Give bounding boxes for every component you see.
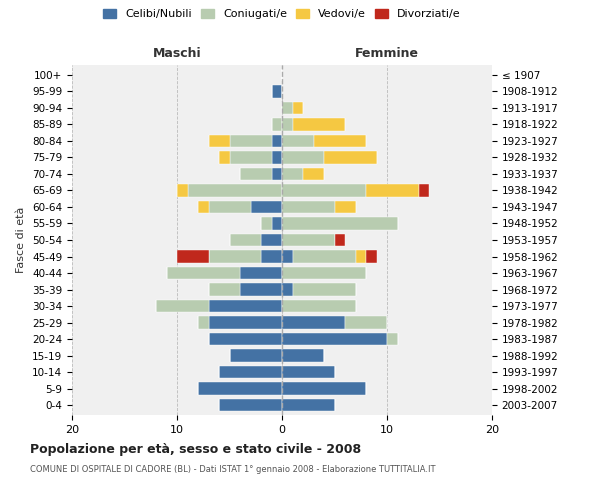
Bar xyxy=(229,152,271,164)
Bar xyxy=(366,184,419,196)
Bar xyxy=(282,267,366,279)
Bar xyxy=(251,201,282,213)
Bar xyxy=(209,333,282,345)
Bar xyxy=(209,300,282,312)
Bar xyxy=(219,152,229,164)
Bar xyxy=(271,135,282,147)
Bar xyxy=(209,135,229,147)
Bar xyxy=(271,218,282,230)
Bar xyxy=(282,300,355,312)
Bar xyxy=(187,184,282,196)
Bar xyxy=(219,399,282,411)
Bar xyxy=(282,201,335,213)
Bar xyxy=(282,333,387,345)
Bar xyxy=(229,234,261,246)
Bar xyxy=(271,152,282,164)
Bar xyxy=(314,135,366,147)
Bar xyxy=(271,118,282,130)
Legend: Celibi/Nubili, Coniugati/e, Vedovi/e, Divorziati/e: Celibi/Nubili, Coniugati/e, Vedovi/e, Di… xyxy=(100,6,464,22)
Bar xyxy=(293,118,345,130)
Bar xyxy=(282,118,293,130)
Text: COMUNE DI OSPITALE DI CADORE (BL) - Dati ISTAT 1° gennaio 2008 - Elaborazione TU: COMUNE DI OSPITALE DI CADORE (BL) - Dati… xyxy=(30,465,436,474)
Bar xyxy=(240,168,271,180)
Bar xyxy=(229,350,282,362)
Bar xyxy=(261,218,271,230)
Bar xyxy=(271,168,282,180)
Bar xyxy=(282,152,324,164)
Bar xyxy=(355,250,366,262)
Bar xyxy=(282,135,314,147)
Bar xyxy=(293,284,355,296)
Bar xyxy=(177,250,209,262)
Bar xyxy=(282,102,293,114)
Bar xyxy=(293,102,303,114)
Bar xyxy=(198,316,209,328)
Bar xyxy=(282,399,335,411)
Bar xyxy=(324,152,377,164)
Bar xyxy=(240,267,282,279)
Bar xyxy=(219,366,282,378)
Bar xyxy=(282,184,366,196)
Bar xyxy=(282,218,398,230)
Bar xyxy=(156,300,209,312)
Bar xyxy=(177,184,187,196)
Bar xyxy=(167,267,240,279)
Bar xyxy=(261,250,282,262)
Bar xyxy=(271,85,282,98)
Bar xyxy=(198,382,282,395)
Bar xyxy=(209,316,282,328)
Bar xyxy=(335,234,345,246)
Bar xyxy=(345,316,387,328)
Bar xyxy=(282,284,293,296)
Bar xyxy=(366,250,377,262)
Bar xyxy=(209,201,251,213)
Text: Popolazione per età, sesso e stato civile - 2008: Popolazione per età, sesso e stato civil… xyxy=(30,442,361,456)
Text: Femmine: Femmine xyxy=(355,47,419,60)
Bar xyxy=(282,366,335,378)
Bar xyxy=(293,250,355,262)
Bar xyxy=(419,184,429,196)
Bar xyxy=(198,201,209,213)
Y-axis label: Fasce di età: Fasce di età xyxy=(16,207,26,273)
Bar xyxy=(335,201,355,213)
Bar xyxy=(282,382,366,395)
Bar xyxy=(282,168,303,180)
Bar xyxy=(282,316,345,328)
Bar xyxy=(282,250,293,262)
Bar xyxy=(282,234,335,246)
Text: Maschi: Maschi xyxy=(152,47,202,60)
Bar xyxy=(209,284,240,296)
Bar xyxy=(209,250,261,262)
Bar xyxy=(229,135,271,147)
Bar xyxy=(240,284,282,296)
Bar xyxy=(282,350,324,362)
Bar xyxy=(261,234,282,246)
Bar xyxy=(303,168,324,180)
Bar xyxy=(387,333,398,345)
